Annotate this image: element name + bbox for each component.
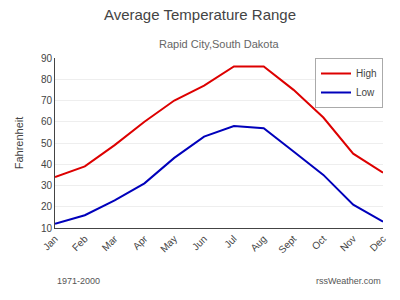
svg-text:40: 40 bbox=[41, 159, 53, 170]
svg-text:90: 90 bbox=[41, 53, 53, 64]
svg-text:Jan: Jan bbox=[41, 233, 60, 252]
svg-text:rssWeather.com: rssWeather.com bbox=[316, 276, 381, 286]
svg-text:Average Temperature Range: Average Temperature Range bbox=[104, 6, 296, 23]
svg-text:May: May bbox=[158, 233, 179, 254]
svg-text:Feb: Feb bbox=[70, 233, 90, 253]
svg-text:Jun: Jun bbox=[190, 233, 209, 252]
svg-text:30: 30 bbox=[41, 180, 53, 191]
svg-text:20: 20 bbox=[41, 201, 53, 212]
svg-text:Fahrenheit: Fahrenheit bbox=[13, 117, 25, 170]
svg-text:Mar: Mar bbox=[100, 233, 120, 253]
svg-text:Jul: Jul bbox=[222, 233, 239, 250]
svg-text:50: 50 bbox=[41, 138, 53, 149]
svg-text:10: 10 bbox=[41, 223, 53, 234]
svg-text:80: 80 bbox=[41, 74, 53, 85]
svg-text:Oct: Oct bbox=[310, 233, 329, 252]
svg-text:Sept: Sept bbox=[276, 233, 298, 255]
svg-text:Apr: Apr bbox=[131, 233, 150, 252]
svg-text:60: 60 bbox=[41, 116, 53, 127]
svg-text:Low: Low bbox=[356, 87, 375, 98]
svg-text:Nov: Nov bbox=[338, 233, 358, 253]
svg-text:Aug: Aug bbox=[248, 233, 268, 253]
svg-text:High: High bbox=[356, 68, 377, 79]
svg-text:Dec: Dec bbox=[368, 233, 388, 253]
svg-text:1971-2000: 1971-2000 bbox=[57, 276, 100, 286]
svg-text:70: 70 bbox=[41, 95, 53, 106]
svg-text:Rapid City,South Dakota: Rapid City,South Dakota bbox=[159, 38, 280, 50]
